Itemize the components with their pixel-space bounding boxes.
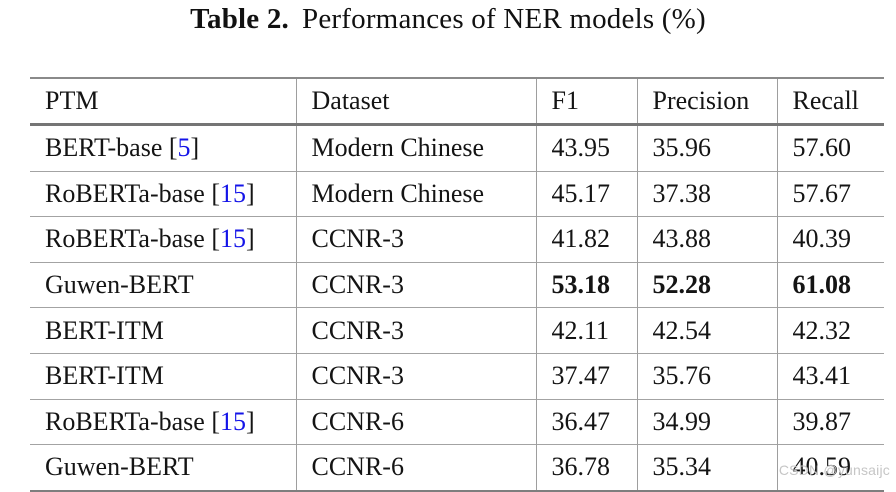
column-header-f1: F1: [536, 78, 638, 126]
model-name: BERT-ITM: [45, 315, 164, 345]
f1-cell: 42.11: [536, 307, 638, 354]
table-row: RoBERTa-base [15] Modern Chinese 45.17 37.3…: [30, 170, 884, 217]
table-row: Guwen-BERT CCNR-6 36.78 35.34 40.59: [30, 444, 884, 491]
ner-results-table: PTM Dataset F1 Precision Recall BERT-bas…: [30, 77, 884, 492]
precision-cell: 34.99: [637, 398, 778, 445]
ptm-cell: RoBERTa-base [15]: [30, 170, 297, 217]
f1-cell: 45.17: [536, 170, 638, 217]
column-header-ptm: PTM: [30, 78, 297, 126]
ptm-cell: RoBERTa-base [15]: [30, 398, 297, 445]
dataset-cell: CCNR-3: [296, 216, 537, 263]
dataset-cell: CCNR-3: [296, 307, 537, 354]
ptm-cell: RoBERTa-base [15]: [30, 216, 297, 263]
dataset-cell: CCNR-3: [296, 352, 537, 400]
column-header-recall: Recall: [777, 78, 884, 126]
precision-cell: 42.54: [637, 307, 778, 354]
f1-cell: 37.47: [536, 352, 638, 400]
f1-cell: 36.78: [536, 444, 638, 491]
citation-link[interactable]: 15: [219, 224, 246, 254]
precision-cell: 43.88: [637, 216, 778, 263]
model-name: Guwen-BERT: [45, 270, 194, 300]
recall-cell: 39.87: [777, 398, 884, 445]
recall-cell: 40.59: [777, 444, 884, 491]
dataset-cell: CCNR-6: [296, 444, 537, 491]
column-header-precision: Precision: [637, 78, 778, 126]
model-name: RoBERTa-base: [45, 406, 205, 436]
recall-cell: 42.32: [777, 307, 884, 354]
precision-cell: 52.28: [637, 261, 778, 308]
recall-cell: 57.67: [777, 170, 884, 217]
table-row: BERT-base [5] Modern Chinese 43.95 35.96 57.…: [30, 124, 884, 172]
table-row: Guwen-BERT CCNR-3 53.18 52.28 61.08: [30, 261, 884, 308]
dataset-cell: CCNR-6: [296, 398, 537, 445]
recall-cell: 61.08: [777, 261, 884, 308]
table-caption: Table 2. Performances of NER models (%): [0, 3, 896, 36]
recall-cell: 57.60: [792, 133, 852, 163]
recall-cell: 40.39: [777, 216, 884, 263]
ptm-cell: BERT-base [5]: [30, 124, 297, 172]
table-row: RoBERTa-base [15] CCNR-3 41.82 43.88 40.39: [30, 216, 884, 263]
model-name: RoBERTa-base: [45, 178, 205, 208]
table-row: BERT-ITM CCNR-3 37.47 35.76 43.41: [30, 352, 884, 400]
dataset-cell: Modern Chinese: [296, 124, 537, 172]
f1-cell: 36.47: [536, 398, 638, 445]
header-row: PTM Dataset F1 Precision Recall: [30, 78, 884, 126]
ptm-cell: BERT-ITM: [30, 352, 297, 400]
model-name: RoBERTa-base: [45, 224, 205, 254]
table-caption-text: Performances of NER models (%): [302, 3, 706, 35]
ptm-cell: Guwen-BERT: [30, 261, 297, 308]
table-row: RoBERTa-base [15] CCNR-6 36.47 34.99 39.87: [30, 398, 884, 445]
ptm-cell: BERT-ITM: [30, 307, 297, 354]
model-name: BERT-base: [45, 133, 163, 163]
precision-cell: 35.76: [637, 352, 778, 400]
recall-cell: 43.41: [777, 352, 884, 400]
citation-link[interactable]: 15: [219, 406, 246, 436]
f1-cell: 41.82: [536, 216, 638, 263]
dataset-cell: CCNR-3: [296, 261, 537, 308]
f1-cell: 43.95: [536, 124, 638, 172]
citation-link[interactable]: 5: [177, 133, 191, 163]
model-name: BERT-ITM: [45, 361, 164, 391]
citation-link[interactable]: 15: [219, 178, 246, 208]
table-body: BERT-base [5] Modern Chinese 43.95 35.96 57.…: [30, 124, 884, 491]
precision-cell: 35.96: [637, 124, 778, 172]
f1-cell: 53.18: [536, 261, 638, 308]
column-header-dataset: Dataset: [296, 78, 537, 126]
ptm-cell: Guwen-BERT: [30, 444, 297, 491]
dataset-cell: Modern Chinese: [296, 170, 537, 217]
model-name: Guwen-BERT: [45, 452, 194, 482]
table-row: BERT-ITM CCNR-3 42.11 42.54 42.32: [30, 307, 884, 354]
table-header: PTM Dataset F1 Precision Recall: [30, 78, 884, 126]
watermark: CSDN @yunsaijc: [778, 462, 890, 478]
precision-cell: 37.38: [637, 170, 778, 217]
precision-cell: 35.34: [637, 444, 778, 491]
table-caption-label: Table 2.: [190, 3, 289, 35]
